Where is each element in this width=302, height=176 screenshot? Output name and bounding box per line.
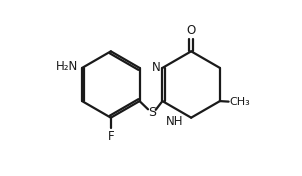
Text: N: N — [152, 61, 160, 74]
Text: H₂N: H₂N — [56, 60, 78, 73]
Text: O: O — [187, 24, 196, 37]
Text: F: F — [108, 130, 114, 143]
Text: NH: NH — [166, 115, 184, 128]
Text: S: S — [148, 106, 156, 119]
Text: CH₃: CH₃ — [230, 97, 251, 107]
